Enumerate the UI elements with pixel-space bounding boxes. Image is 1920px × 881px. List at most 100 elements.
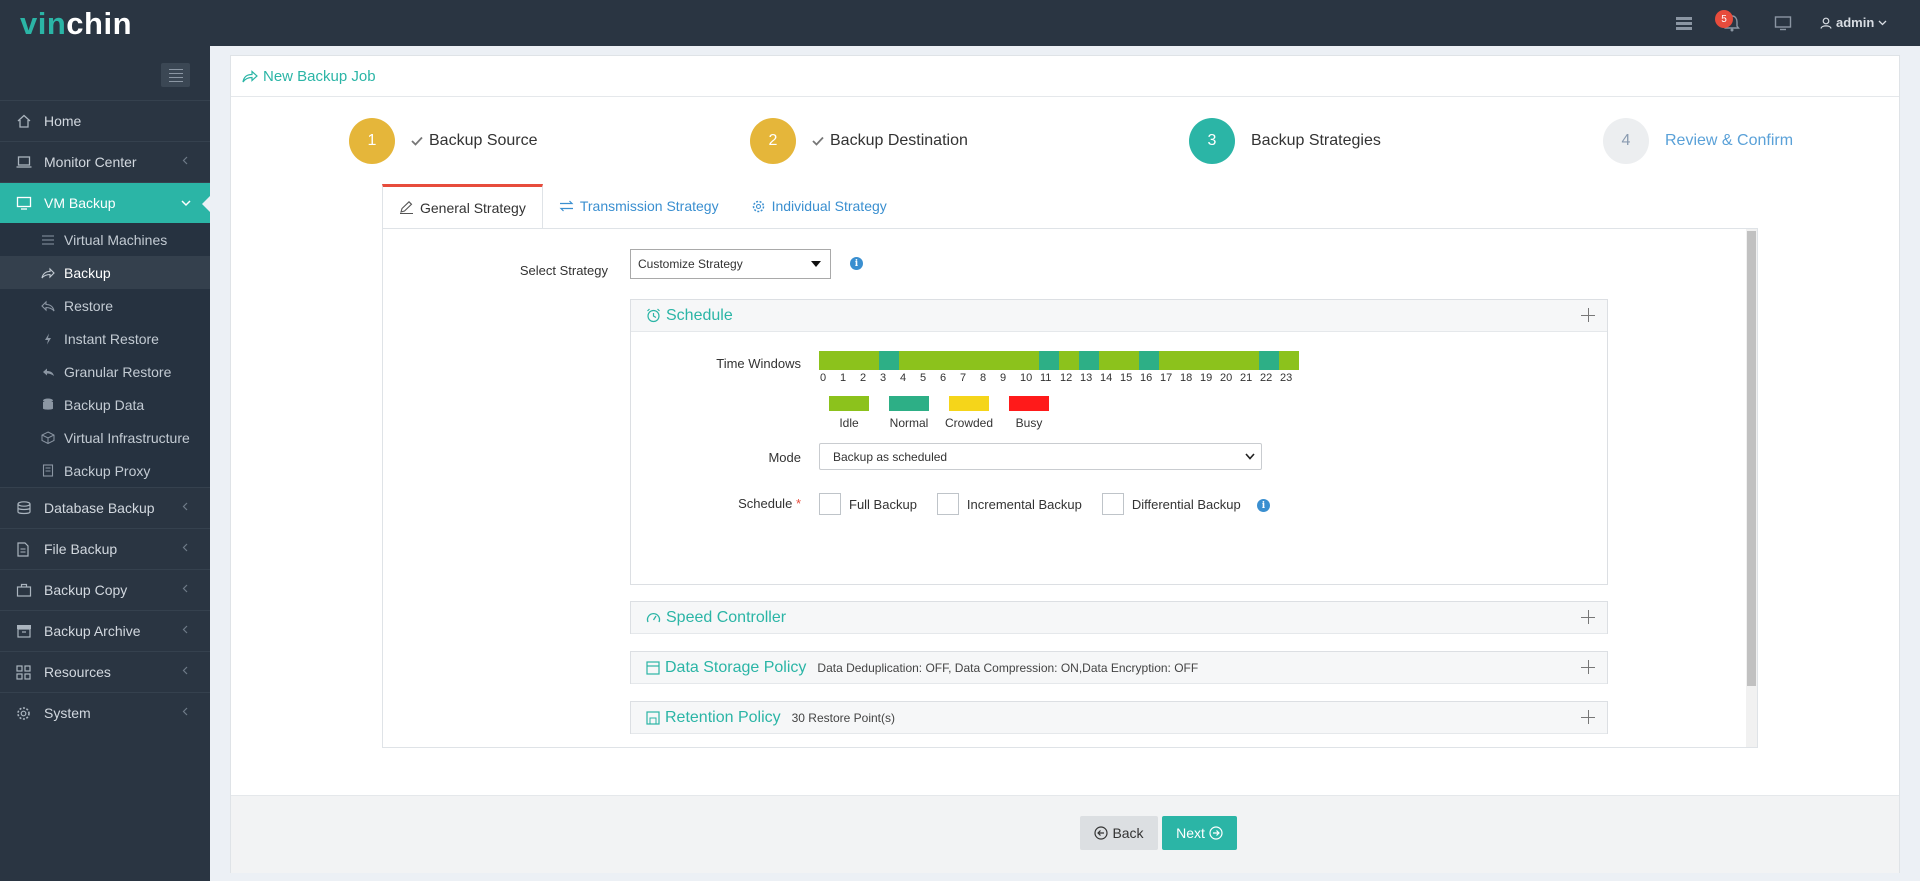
general-strategy-tab-body: Select Strategy Customize Strategy i Sch… bbox=[382, 228, 1758, 748]
expand-plus-icon[interactable] bbox=[1581, 660, 1595, 674]
share-arrow-icon bbox=[41, 267, 59, 279]
strategy-select[interactable]: Customize Strategy bbox=[630, 249, 831, 279]
schedule-section-header[interactable]: Schedule bbox=[631, 300, 1607, 332]
time-window-hour-cell[interactable] bbox=[1079, 351, 1099, 370]
section-title: Schedule bbox=[666, 306, 733, 324]
time-window-bar[interactable] bbox=[819, 351, 1299, 370]
time-window-hour-cell[interactable] bbox=[899, 351, 919, 370]
time-window-hour-cell[interactable] bbox=[919, 351, 939, 370]
time-window-hour-cell[interactable] bbox=[859, 351, 879, 370]
tab-general-strategy[interactable]: General Strategy bbox=[382, 184, 543, 228]
tab-label: Transmission Strategy bbox=[579, 198, 719, 214]
notification-badge[interactable]: 5 bbox=[1715, 10, 1733, 28]
differential-backup-checkbox[interactable]: Differential Backup bbox=[1101, 493, 1241, 515]
sidebar-item-label: System bbox=[44, 705, 91, 721]
monitor-screen-icon[interactable] bbox=[1772, 12, 1794, 34]
time-window-hour-cell[interactable] bbox=[1019, 351, 1039, 370]
expand-plus-icon[interactable] bbox=[1581, 610, 1595, 624]
time-window-hour-cell[interactable] bbox=[1259, 351, 1279, 370]
mode-select[interactable]: Backup as scheduled bbox=[819, 443, 1262, 470]
time-window-hour-cell[interactable] bbox=[1199, 351, 1219, 370]
sidebar-subitem-backup[interactable]: Backup bbox=[0, 256, 210, 289]
sidebar-item-monitor-center[interactable]: Monitor Center bbox=[0, 141, 210, 182]
user-icon bbox=[1820, 17, 1832, 29]
schedule-options: Full Backup Incremental Backup Different… bbox=[819, 493, 1241, 515]
time-window-hour-cell[interactable] bbox=[1099, 351, 1119, 370]
sidebar-item-backup-archive[interactable]: Backup Archive bbox=[0, 610, 210, 651]
time-window-hour-cell[interactable] bbox=[1179, 351, 1199, 370]
sidebar-toggle-button[interactable] bbox=[161, 63, 190, 87]
sidebar-subitem-label: Backup Data bbox=[64, 396, 145, 413]
expand-plus-icon[interactable] bbox=[1581, 710, 1595, 724]
list-icon bbox=[41, 234, 59, 246]
time-window-hour-cell[interactable] bbox=[1039, 351, 1059, 370]
scrollbar-track[interactable] bbox=[1746, 229, 1757, 747]
time-window-hour-cell[interactable] bbox=[1239, 351, 1259, 370]
hour-label: 11 bbox=[1040, 372, 1052, 384]
sidebar-item-vm-backup[interactable]: VM Backup bbox=[0, 182, 211, 223]
next-button-label: Next bbox=[1176, 825, 1205, 841]
time-window-hour-cell[interactable] bbox=[1279, 351, 1299, 370]
retention-policy-summary: 30 Restore Point(s) bbox=[791, 710, 896, 725]
section-title: Data Storage Policy bbox=[665, 658, 807, 676]
top-bar: vinchin 5 admin bbox=[0, 0, 1920, 46]
time-window-hour-cell[interactable] bbox=[1059, 351, 1079, 370]
wizard-footer: Back Next bbox=[231, 795, 1899, 873]
time-window-hour-cell[interactable] bbox=[879, 351, 899, 370]
incremental-backup-checkbox[interactable]: Incremental Backup bbox=[936, 493, 1082, 515]
step-number: 3 bbox=[1189, 118, 1235, 164]
time-window-hour-cell[interactable] bbox=[939, 351, 959, 370]
scrollbar-thumb[interactable] bbox=[1747, 231, 1756, 686]
briefcase-icon bbox=[16, 583, 36, 597]
sidebar-item-resources[interactable]: Resources bbox=[0, 651, 210, 692]
time-window-hour-cell[interactable] bbox=[819, 351, 839, 370]
time-window-hour-cell[interactable] bbox=[959, 351, 979, 370]
sidebar-menu: Home Monitor Center VM Backup Virtual Ma… bbox=[0, 100, 211, 733]
sidebar-subitem-restore[interactable]: Restore bbox=[0, 289, 210, 322]
sidebar-item-backup-copy[interactable]: Backup Copy bbox=[0, 569, 210, 610]
vinchin-logo[interactable]: vinchin bbox=[20, 6, 132, 42]
sidebar-subitem-label: Virtual Infrastructure bbox=[64, 429, 190, 446]
schedule-section: Schedule Time Windows 0 1 2 3 4 5 6 7 8 9 10 11 12 13… bbox=[630, 299, 1608, 585]
legend-label: Normal bbox=[889, 416, 929, 430]
back-button-label: Back bbox=[1112, 825, 1144, 841]
next-button[interactable]: Next bbox=[1162, 816, 1237, 850]
retention-policy-header[interactable]: Retention Policy 30 Restore Point(s) bbox=[631, 702, 1607, 734]
time-window-hour-cell[interactable] bbox=[1219, 351, 1239, 370]
sidebar-item-home[interactable]: Home bbox=[0, 100, 210, 141]
sidebar-item-file-backup[interactable]: File Backup bbox=[0, 528, 210, 569]
expand-plus-icon[interactable] bbox=[1581, 308, 1595, 322]
tab-transmission-strategy[interactable]: Transmission Strategy bbox=[543, 184, 735, 228]
sidebar-subitem-instant-restore[interactable]: Instant Restore bbox=[0, 322, 210, 355]
sidebar-item-system[interactable]: System bbox=[0, 692, 210, 733]
home-icon bbox=[16, 114, 36, 128]
speed-controller-header[interactable]: Speed Controller bbox=[631, 602, 1607, 634]
user-menu[interactable]: admin bbox=[1820, 15, 1887, 30]
chevron-left-icon bbox=[182, 707, 188, 716]
data-storage-policy-header[interactable]: Data Storage Policy Data Deduplication: … bbox=[631, 652, 1607, 684]
tab-individual-strategy[interactable]: Individual Strategy bbox=[735, 184, 903, 228]
time-window-hour-cell[interactable] bbox=[839, 351, 859, 370]
sidebar-subitem-backup-proxy[interactable]: Backup Proxy bbox=[0, 454, 210, 487]
server-list-icon[interactable] bbox=[1673, 12, 1695, 34]
info-icon[interactable]: i bbox=[1257, 499, 1270, 512]
full-backup-checkbox[interactable]: Full Backup bbox=[819, 493, 917, 515]
time-window-hour-cell[interactable] bbox=[1139, 351, 1159, 370]
sidebar-subitem-granular-restore[interactable]: Granular Restore bbox=[0, 355, 210, 388]
tab-label: General Strategy bbox=[420, 199, 526, 216]
tab-label: Individual Strategy bbox=[771, 198, 887, 214]
time-window-hour-labels: 0 1 2 3 4 5 6 7 8 9 10 11 12 13 14 15 16 17 18 19 20 21 22 23 bbox=[819, 372, 1299, 384]
sidebar-subitem-label: Virtual Machines bbox=[64, 231, 168, 248]
info-icon[interactable]: i bbox=[850, 257, 863, 270]
time-window-hour-cell[interactable] bbox=[1159, 351, 1179, 370]
sidebar-subitem-virtual-infrastructure[interactable]: Virtual Infrastructure bbox=[0, 421, 210, 454]
hour-label: 4 bbox=[900, 372, 907, 384]
time-window-hour-cell[interactable] bbox=[1119, 351, 1139, 370]
time-window-hour-cell[interactable] bbox=[979, 351, 999, 370]
sidebar-subitem-backup-data[interactable]: Backup Data bbox=[0, 388, 210, 421]
sidebar-item-database-backup[interactable]: Database Backup bbox=[0, 487, 210, 528]
time-window-hour-cell[interactable] bbox=[999, 351, 1019, 370]
logo-part-chin: chin bbox=[66, 6, 133, 41]
back-button[interactable]: Back bbox=[1080, 816, 1158, 850]
sidebar-subitem-virtual-machines[interactable]: Virtual Machines bbox=[0, 223, 210, 256]
